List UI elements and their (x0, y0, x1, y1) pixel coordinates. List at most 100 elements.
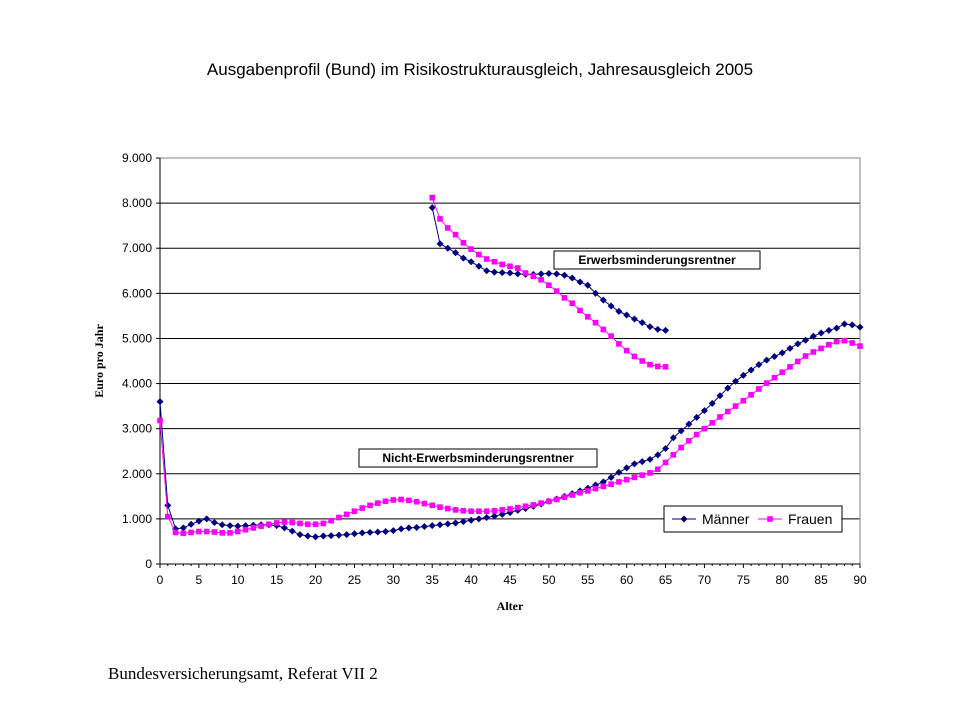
data-point-maenner (506, 269, 514, 277)
data-point-maenner (327, 532, 335, 540)
data-point-maenner (680, 515, 688, 523)
data-point-frauen (421, 500, 428, 507)
x-tick-label: 0 (157, 573, 164, 587)
data-point-maenner (467, 516, 475, 524)
data-point-maenner (607, 302, 615, 310)
data-point-frauen (623, 476, 630, 483)
y-tick-label: 4.000 (122, 377, 152, 391)
x-tick-label: 45 (503, 573, 517, 587)
data-point-frauen (188, 529, 194, 536)
data-point-frauen (756, 386, 762, 392)
data-point-frauen (849, 340, 856, 346)
x-tick-label: 30 (387, 573, 401, 587)
data-point-maenner (630, 315, 638, 323)
x-tick-label: 25 (348, 573, 362, 587)
data-point-maenner (747, 366, 755, 374)
data-point-frauen (328, 517, 334, 524)
data-point-frauen (724, 408, 731, 415)
data-point-maenner (444, 244, 452, 252)
data-point-maenner (490, 512, 498, 520)
data-point-maenner (343, 531, 351, 539)
x-tick-label: 65 (659, 573, 673, 587)
data-point-frauen (336, 514, 342, 521)
x-tick-label: 10 (231, 573, 245, 587)
data-point-maenner (179, 524, 187, 532)
data-point-maenner (475, 262, 483, 270)
data-point-maenner (662, 326, 670, 334)
data-point-frauen (227, 530, 233, 536)
data-point-maenner (234, 522, 242, 530)
data-point-maenner (623, 464, 631, 472)
data-point-maenner (444, 520, 452, 528)
data-point-maenner (685, 420, 693, 428)
data-point-maenner (615, 468, 623, 476)
annotation-nicht-erwerbsminderungsrentner: Nicht-Erwerbsminderungsrentner (382, 451, 574, 465)
data-point-maenner (638, 458, 646, 466)
data-point-maenner (654, 325, 662, 333)
data-point-frauen (499, 507, 506, 513)
data-point-maenner (319, 532, 327, 540)
y-tick-label: 9.000 (122, 151, 152, 165)
data-point-frauen (273, 520, 280, 526)
data-point-maenner (592, 289, 600, 297)
data-point-frauen (413, 498, 420, 505)
data-point-frauen (794, 358, 801, 365)
data-point-frauen (437, 216, 443, 222)
data-point-frauen (304, 521, 311, 528)
data-point-maenner (374, 528, 382, 536)
data-point-frauen (561, 295, 568, 301)
data-point-frauen (258, 523, 264, 529)
data-point-maenner (662, 445, 670, 453)
series-line-frauen (159, 340, 861, 534)
data-point-maenner (638, 319, 646, 327)
data-point-frauen (779, 369, 786, 376)
data-point-maenner (514, 270, 522, 278)
data-point-maenner (203, 515, 211, 523)
annotation-erwerbsminderungsrentner: Erwerbsminderungsrentner (578, 253, 736, 267)
data-point-frauen (546, 282, 552, 289)
data-point-maenner (778, 349, 786, 357)
data-point-frauen (802, 353, 809, 359)
data-point-maenner (366, 528, 374, 536)
data-point-maenner (350, 530, 358, 538)
data-point-frauen (444, 225, 451, 231)
data-point-frauen (499, 261, 506, 268)
data-point-frauen (857, 343, 863, 349)
data-point-maenner (312, 533, 320, 541)
data-point-maenner (358, 529, 366, 537)
data-point-frauen (584, 313, 591, 320)
y-axis-label: Euro pro Jahr (92, 324, 106, 398)
data-point-frauen (826, 341, 832, 348)
data-point-frauen (818, 345, 824, 352)
data-point-frauen (507, 263, 513, 270)
data-point-frauen (647, 470, 653, 476)
data-point-maenner (677, 427, 685, 435)
data-point-maenner (490, 268, 498, 276)
data-point-maenner (833, 324, 841, 332)
data-point-frauen (631, 353, 638, 360)
data-point-frauen (787, 364, 793, 370)
data-point-frauen (592, 485, 599, 492)
data-point-frauen (343, 511, 350, 518)
data-point-frauen (398, 496, 404, 503)
data-point-frauen (553, 496, 560, 503)
data-point-frauen (631, 474, 638, 481)
data-point-maenner (825, 326, 833, 334)
data-point-maenner (164, 501, 172, 509)
data-point-maenner (467, 258, 475, 266)
data-point-frauen (452, 231, 459, 238)
data-point-frauen (623, 347, 630, 354)
x-axis-label: Alter (497, 599, 524, 613)
y-tick-label: 0 (145, 557, 152, 571)
data-point-frauen (678, 444, 684, 451)
x-tick-label: 15 (270, 573, 284, 587)
data-point-maenner (475, 515, 483, 523)
data-point-maenner (584, 281, 592, 289)
data-point-frauen (616, 479, 622, 485)
annotation-nicht-erwerbsminderungsrentner-box (358, 448, 598, 468)
series-line-maenner (159, 323, 861, 538)
data-point-maenner (794, 340, 802, 348)
data-point-frauen (577, 307, 583, 314)
data-point-frauen (608, 333, 614, 339)
